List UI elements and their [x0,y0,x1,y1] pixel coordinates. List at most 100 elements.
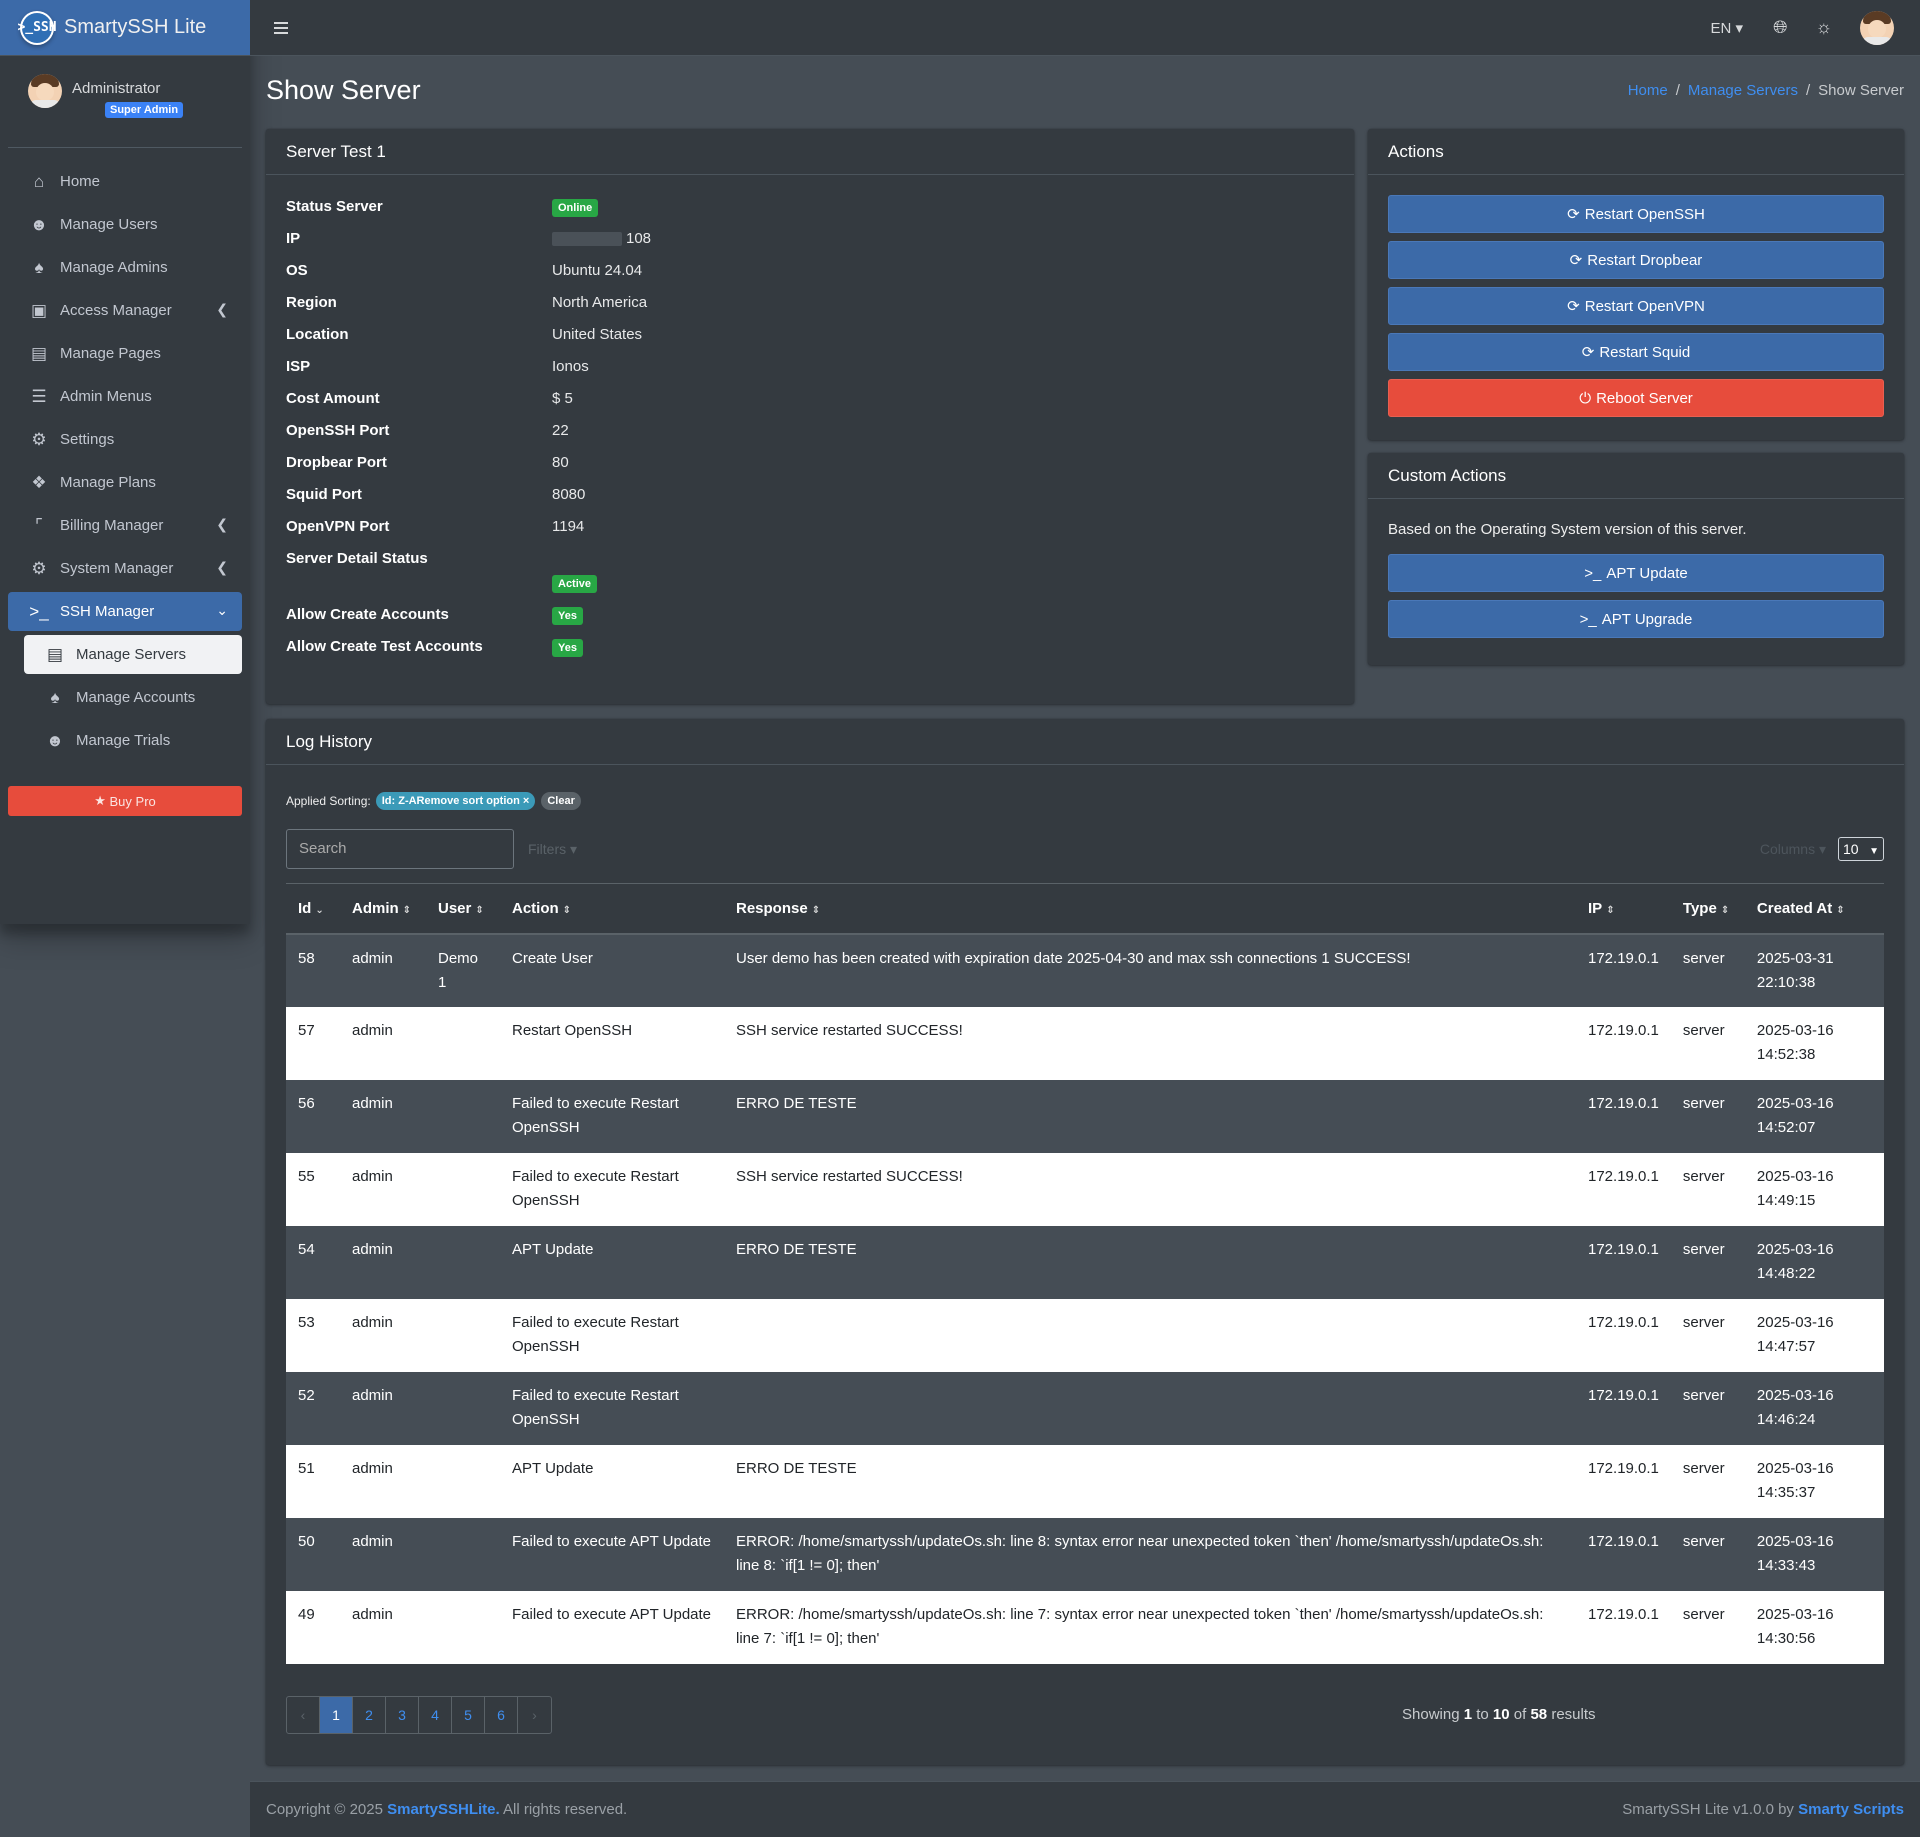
restart-openssh-button[interactable]: ⟳ Restart OpenSSH [1388,195,1884,233]
sidebar-item-manage-trials[interactable]: ☻ Manage Trials [24,721,242,760]
detail-row: Status Server Online [286,195,1334,227]
sidebar-item-settings[interactable]: ⚙ Settings [8,420,242,459]
column-header-admin[interactable]: Admin ⇕ [340,883,426,935]
chevron-left-icon: ❮ [216,516,228,532]
ssh-submenu: ▤ Manage Servers ♠ Manage Accounts ☻ Manage… [8,635,242,760]
version-info: SmartySSH Lite v1.0.0 by Smarty Scripts [1622,1801,1904,1818]
cell-id: 50 [286,1517,340,1591]
cell-response: ERRO DE TESTE [724,1079,1576,1153]
sidebar-item-admin-menus[interactable]: ☰ Admin Menus [8,377,242,416]
sort-desc-icon: ⌄ [315,904,324,916]
user-clock-icon: ☻ [46,730,64,750]
breadcrumb-manage-servers[interactable]: Manage Servers [1687,81,1798,99]
vendor-link[interactable]: Smarty Scripts [1798,1801,1904,1818]
cell-action: Failed to execute Restart OpenSSH [500,1298,724,1372]
sidebar-item-manage-plans[interactable]: ❖ Manage Plans [8,463,242,502]
sidebar-item-manage-servers[interactable]: ▤ Manage Servers [24,635,242,674]
cell-admin: admin [340,1371,426,1445]
content-header: Show Server Home / Manage Servers / Show… [266,70,1904,110]
cell-user [426,1006,500,1080]
sidebar-item-billing-manager[interactable]: ⌜ Billing Manager ❮ [8,506,242,545]
breadcrumb-home[interactable]: Home [1627,81,1668,99]
openssh-port-value: 22 [552,422,569,439]
lock-icon: ▣ [30,300,48,320]
cell-user [426,1152,500,1226]
sidebar-item-manage-users[interactable]: ☻ Manage Users [8,205,242,244]
sidebar-item-home[interactable]: ⌂ Home [8,162,242,201]
pagination-page[interactable]: 4 [419,1696,452,1733]
brand-link[interactable]: >_SSH SmartySSH Lite [0,0,250,56]
column-header-action[interactable]: Action ⇕ [500,883,724,935]
cell-admin: admin [340,933,426,1007]
sort-chip[interactable]: Id: Z-ARemove sort option × [375,792,536,810]
cell-created: 2025-03-16 14:49:15 [1744,1152,1884,1226]
cell-admin: admin [340,1152,426,1226]
cell-type: server [1670,1225,1745,1299]
pagination-prev[interactable]: ‹ [287,1696,320,1733]
table-row: 57 admin Restart OpenSSH SSH service restar… [286,1006,1884,1080]
user-secret-icon: ♠ [50,687,60,707]
restart-dropbear-button[interactable]: ⟳ Restart Dropbear [1388,241,1884,279]
user-name[interactable]: Administrator [72,80,161,97]
server-details: Status Server Online IP 108 OS Ubuntu 24.04… [266,175,1354,687]
column-header-id[interactable]: Id ⌄ [286,883,340,935]
filters-dropdown[interactable]: Filters ▾ [528,840,578,857]
per-page-select[interactable]: 10 ▼ [1838,837,1884,861]
column-header-type[interactable]: Type ⇕ [1670,883,1745,935]
cell-type: server [1670,1079,1745,1153]
cell-created: 2025-03-16 14:48:22 [1744,1225,1884,1299]
table-row: 56 admin Failed to execute Restart OpenSSH… [286,1079,1884,1153]
cell-user [426,1371,500,1445]
status-badge: Online [552,199,599,217]
cell-ip: 172.19.0.1 [1576,1006,1671,1080]
sidebar-item-manage-accounts[interactable]: ♠ Manage Accounts [24,678,242,717]
column-header-user[interactable]: User ⇕ [426,883,500,935]
user-avatar-menu[interactable] [1860,10,1894,45]
sync-icon: ⟳ [1569,252,1583,269]
columns-dropdown[interactable]: Columns ▾ [1759,840,1826,857]
column-header-created-at[interactable]: Created At ⇕ [1744,883,1884,935]
sidebar-item-access-manager[interactable]: ▣ Access Manager ❮ [8,291,242,330]
sidebar-item-label: SSH Manager [60,603,155,620]
pagination-next[interactable]: › [532,1706,537,1723]
bars-icon: ☰ [31,386,47,406]
globe-icon[interactable]: 🌐︎ [1773,17,1788,37]
sidebar-item-label: Manage Trials [76,732,171,749]
sidebar-item-label: Manage Pages [60,345,161,362]
pagination-page[interactable]: 5 [452,1696,485,1733]
pagination-page[interactable]: 1 [320,1696,353,1733]
theme-sun-icon[interactable]: ☼ [1815,17,1833,37]
sidebar-item-manage-pages[interactable]: ▤ Manage Pages [8,334,242,373]
language-dropdown[interactable]: EN ▾ [1710,19,1744,37]
pagination-page[interactable]: 6 [485,1696,518,1733]
detail-label: IP [286,230,301,247]
pagination-page[interactable]: 3 [386,1696,419,1733]
cost-value: $ 5 [552,390,573,407]
cell-admin: admin [340,1517,426,1591]
column-header-ip[interactable]: IP ⇕ [1576,883,1671,935]
column-header-response[interactable]: Response ⇕ [724,883,1576,935]
avatar[interactable] [28,74,62,108]
apt-upgrade-button[interactable]: >_ APT Upgrade [1388,600,1884,638]
detail-row: ISP Ionos [286,355,1334,387]
sidebar-item-ssh-manager[interactable]: >_ SSH Manager ⌄ [8,592,242,631]
search-input[interactable]: Search [286,829,514,869]
hamburger-menu-icon[interactable] [274,19,288,37]
apt-update-button[interactable]: >_ APT Update [1388,554,1884,592]
buy-pro-button[interactable]: ★ Buy Pro [8,786,242,816]
detail-row: Squid Port 8080 [286,483,1334,515]
sidebar-item-system-manager[interactable]: ⚙ System Manager ❮ [8,549,242,588]
restart-squid-button[interactable]: ⟳ Restart Squid [1388,333,1884,371]
home-icon: ⌂ [33,171,45,191]
restart-openvpn-button[interactable]: ⟳ Restart OpenVPN [1388,287,1884,325]
actions-title: Actions [1368,129,1904,175]
clear-sort-button[interactable]: Clear [541,792,581,810]
sort-icon: ⇕ [402,904,412,916]
allow-test-badge: Yes [552,639,583,657]
sidebar: >_SSH SmartySSH Lite Administrator Super… [0,0,250,924]
pagination-page[interactable]: 2 [353,1696,386,1733]
reboot-server-button[interactable]: ⏻ Reboot Server [1388,379,1884,417]
sidebar-item-manage-admins[interactable]: ♠ Manage Admins [8,248,242,287]
table-row: 58 admin Demo 1 Create User User demo has be… [286,933,1884,1007]
footer-brand-link[interactable]: SmartySSHLite. [387,1801,500,1818]
